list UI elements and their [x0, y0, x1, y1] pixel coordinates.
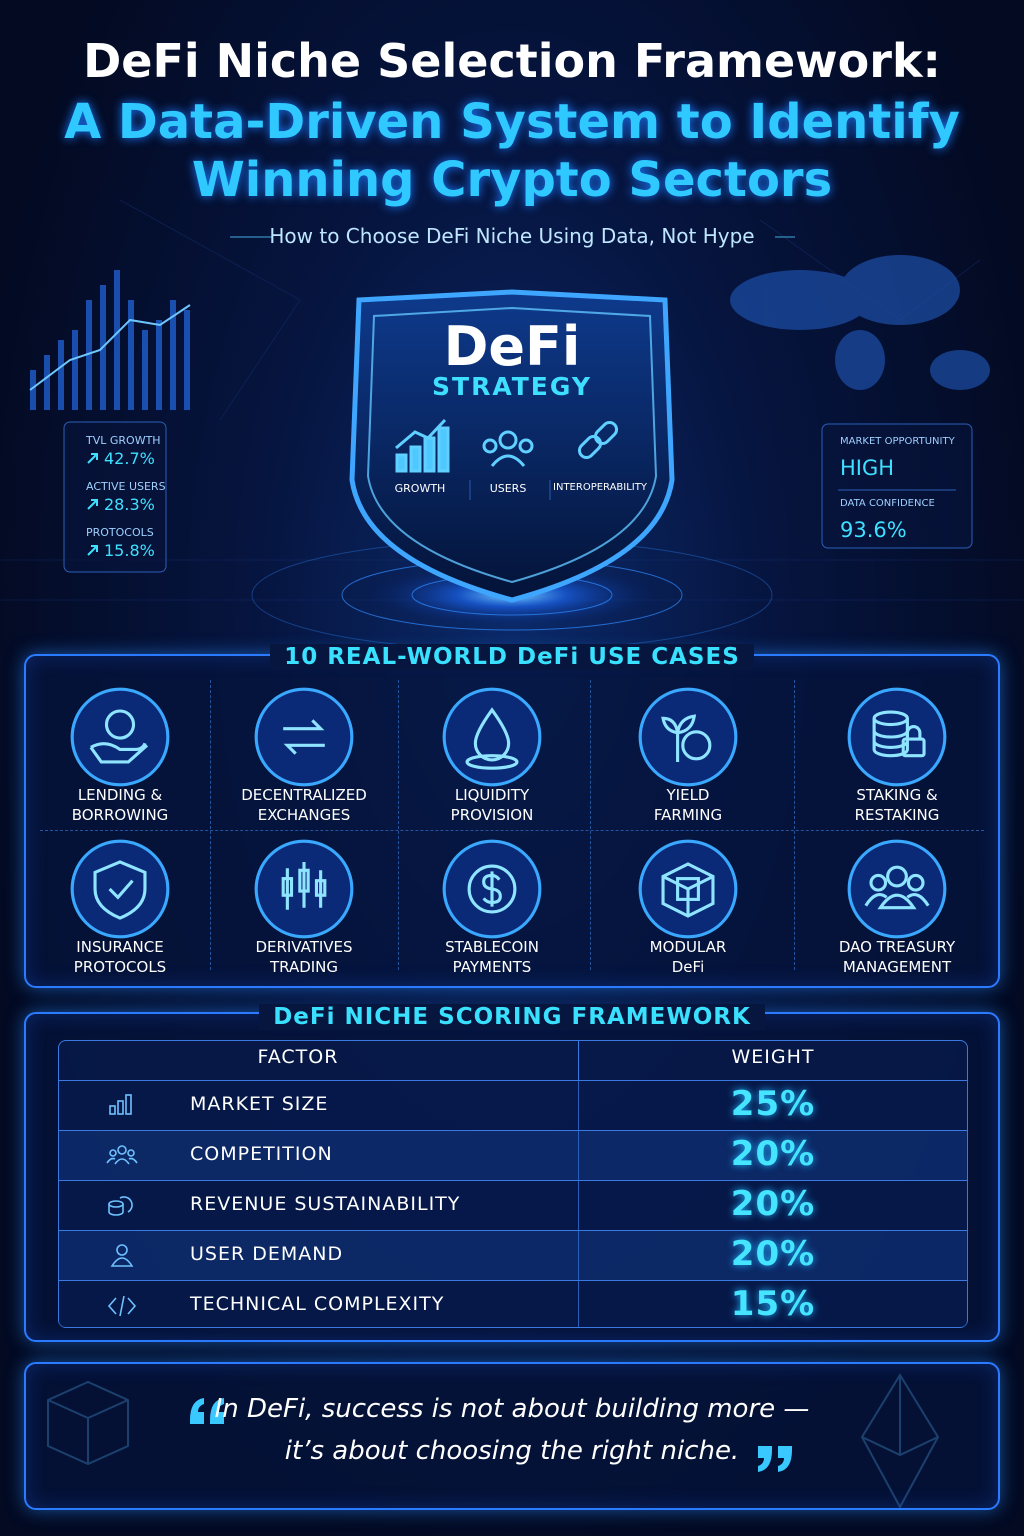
stat-value: 42.7%: [104, 449, 155, 468]
use-case-icon: [440, 685, 544, 789]
grid-divider: [794, 680, 795, 970]
title-line: Winning Crypto Sectors: [191, 152, 833, 208]
use-case-icon: [636, 837, 740, 941]
use-case-label: DAO TREASURY: [838, 938, 956, 956]
use-case-icon: [68, 685, 172, 789]
row-icon: [106, 1092, 140, 1120]
use-case-label: STAKING &: [856, 786, 938, 804]
use-case-icon: [252, 837, 356, 941]
quote-marks: [190, 1398, 792, 1472]
stat-label: TVL GROWTH: [86, 434, 161, 447]
pillar: INTEROPERABILITY: [553, 482, 647, 493]
panel-title: 10 REAL-WORLD DeFi USE CASES: [26, 644, 998, 670]
row-icon: [106, 1142, 140, 1170]
stat-value: 15.8%: [104, 541, 155, 560]
row-icon: [106, 1192, 140, 1220]
use-case-label: DeFi: [671, 958, 705, 976]
column-header: WEIGHT: [731, 1046, 815, 1068]
stat-value: 28.3%: [104, 495, 155, 514]
grid-divider: [398, 680, 399, 970]
grid-divider: [590, 680, 591, 970]
trend-arrow: [86, 542, 100, 556]
use-case-icon: [845, 837, 949, 941]
trend-arrow: [86, 496, 100, 510]
use-case-label: FARMING: [653, 806, 723, 824]
use-case-label: LENDING &: [77, 786, 163, 804]
stat-label: DATA CONFIDENCE: [840, 498, 935, 509]
pillar: GROWTH: [394, 482, 446, 495]
table-row: [59, 1080, 967, 1130]
stat-label: PROTOCOLS: [86, 526, 154, 539]
use-case-label: TRADING: [269, 958, 339, 976]
use-case-icon: [68, 837, 172, 941]
use-case-label: DERIVATIVES: [255, 938, 353, 956]
column-header: FACTOR: [257, 1046, 339, 1068]
stat-label: ACTIVE USERS: [86, 480, 166, 493]
weight: 15%: [730, 1284, 816, 1324]
use-case-label: BORROWING: [71, 806, 169, 824]
use-case-label: MANAGEMENT: [842, 958, 952, 976]
use-case-icon: [845, 685, 949, 789]
weight: 25%: [730, 1084, 816, 1124]
weight: 20%: [730, 1184, 816, 1224]
factor: MARKET SIZE: [190, 1093, 329, 1115]
use-case-label: DECENTRALIZED: [241, 786, 367, 804]
stat-value: HIGH: [840, 456, 895, 480]
use-case-icon: [440, 837, 544, 941]
quote-line: In DeFi, success is not about building m…: [214, 1394, 810, 1424]
column-divider: [578, 1040, 579, 1328]
hero-subheading: STRATEGY: [432, 372, 592, 401]
weight: 20%: [730, 1234, 816, 1274]
hero-heading: DeFi: [443, 315, 581, 378]
table-row: [59, 1130, 967, 1180]
use-case-label: PAYMENTS: [452, 958, 532, 976]
row-icon: [106, 1292, 140, 1320]
row-icon: [106, 1242, 140, 1270]
use-case-icon: [636, 685, 740, 789]
factor: USER DEMAND: [190, 1243, 344, 1265]
table-row: [59, 1230, 967, 1280]
use-case-label: YIELD: [666, 786, 710, 804]
panel-title-text: DeFi NICHE SCORING FRAMEWORK: [259, 1004, 765, 1030]
panel-title: DeFi NICHE SCORING FRAMEWORK: [26, 1004, 998, 1030]
title-line: A Data-Driven System to Identify: [64, 94, 960, 150]
use-case-label: STABLECOIN: [445, 938, 539, 956]
weight: 20%: [730, 1134, 816, 1174]
stat-label: MARKET OPPORTUNITY: [840, 436, 955, 447]
subtitle: How to Choose DeFi Niche Using Data, Not…: [269, 224, 755, 248]
use-case-label: RESTAKING: [854, 806, 940, 824]
quote-line: it’s about choosing the right niche.: [284, 1436, 740, 1466]
grid-divider: [210, 680, 211, 970]
stat-value: 93.6%: [840, 518, 907, 542]
use-case-label: PROTOCOLS: [73, 958, 167, 976]
factor: COMPETITION: [190, 1143, 333, 1165]
grid-divider: [40, 830, 984, 831]
use-case-label: EXCHANGES: [257, 806, 351, 824]
trend-arrow: [86, 450, 100, 464]
use-case-label: MODULAR: [649, 938, 727, 956]
use-case-icon: [252, 685, 356, 789]
table-row: [59, 1180, 967, 1230]
use-case-label: LIQUIDITY: [454, 786, 530, 804]
panel-title-text: 10 REAL-WORLD DeFi USE CASES: [270, 644, 754, 670]
use-case-label: INSURANCE: [76, 938, 164, 956]
pillar: USERS: [489, 482, 527, 495]
title-line: DeFi Niche Selection Framework:: [83, 34, 941, 88]
quote-panel: [24, 1362, 1000, 1510]
use-case-label: PROVISION: [450, 806, 534, 824]
factor: REVENUE SUSTAINABILITY: [190, 1193, 461, 1215]
table-row: [59, 1280, 967, 1327]
factor: TECHNICAL COMPLEXITY: [190, 1293, 445, 1315]
